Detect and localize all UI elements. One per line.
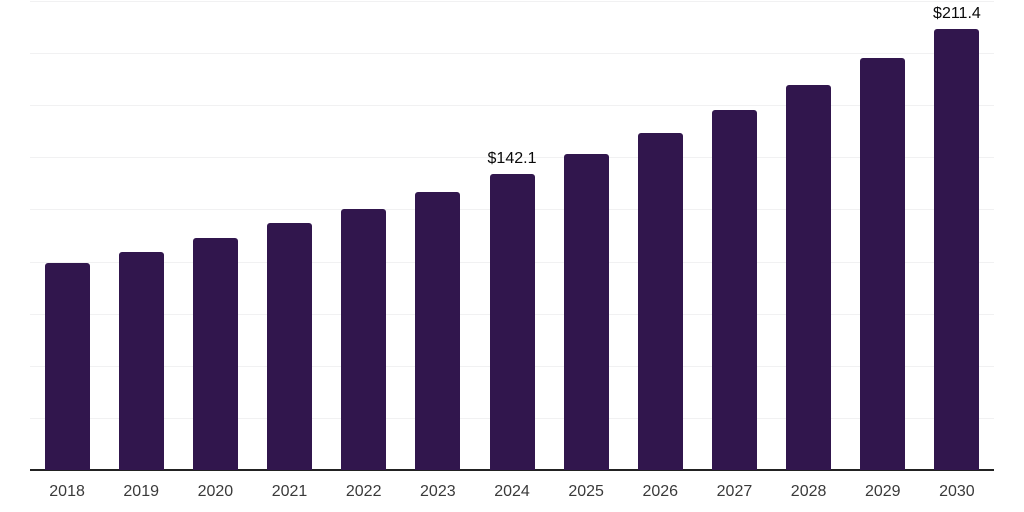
x-tick-2026: 2026 — [642, 483, 679, 500]
x-tick-2023: 2023 — [420, 483, 456, 500]
bar-2027 — [711, 109, 757, 470]
bar-2029 — [860, 58, 906, 470]
gridline — [30, 53, 994, 55]
x-tick-2025: 2025 — [568, 483, 604, 500]
bar-value-label-2030: $211.4 — [933, 5, 981, 23]
x-tick-2021: 2021 — [271, 483, 308, 500]
bar-2026 — [637, 132, 683, 470]
bar-value-label-2024: $142.1 — [487, 149, 537, 167]
bar-2030 — [934, 29, 980, 470]
bar-2018 — [44, 263, 90, 470]
bar-2021 — [267, 222, 313, 470]
x-tick-2028: 2028 — [790, 483, 827, 500]
x-axis-line — [30, 469, 994, 471]
x-tick-2019: 2019 — [123, 483, 159, 500]
x-tick-2022: 2022 — [345, 483, 382, 500]
gridline — [30, 1, 994, 2]
plot-area: $142.1 $211.4 — [30, 0, 994, 471]
bar-2025 — [563, 153, 609, 470]
x-tick-2027: 2027 — [716, 483, 753, 500]
bar-2019 — [118, 251, 164, 470]
x-tick-2030: 2030 — [939, 483, 975, 500]
bar-2022 — [341, 209, 387, 470]
x-tick-2020: 2020 — [197, 483, 234, 500]
x-tick-2018: 2018 — [49, 483, 85, 500]
gridline — [30, 157, 994, 159]
bar-2024 — [489, 173, 535, 470]
bar-2020 — [192, 238, 238, 470]
x-tick-2029: 2029 — [864, 483, 901, 500]
x-tick-2024: 2024 — [494, 483, 530, 500]
bar-2023 — [415, 191, 461, 470]
bar-2028 — [786, 84, 832, 470]
gridline — [30, 105, 994, 107]
